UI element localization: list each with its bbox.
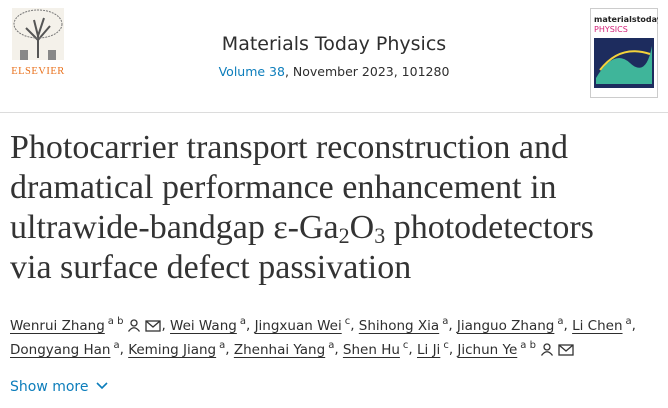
- author-name: Wenrui Zhang: [10, 317, 105, 334]
- author[interactable]: Jingxuan Wei c: [254, 316, 351, 334]
- title-line: ultrawide-bandgap ε-Ga2O3 photodetectors: [10, 208, 594, 248]
- author[interactable]: Zhenhai Yang a: [233, 340, 335, 358]
- author-icon[interactable]: [127, 318, 141, 332]
- author[interactable]: Jianguo Zhang a: [456, 316, 564, 334]
- affiliation: a b: [107, 316, 124, 327]
- author-name: Li Chen: [572, 317, 623, 334]
- affiliation: a: [113, 340, 120, 351]
- separator: ,: [563, 317, 568, 334]
- title-text: photodetectors: [385, 209, 594, 246]
- separator: ,: [161, 317, 166, 334]
- divider: [0, 112, 668, 113]
- title-text: ultrawide-bandgap ε-Ga: [10, 209, 339, 246]
- affiliation: a: [328, 340, 335, 351]
- chevron: [95, 382, 108, 390]
- title-line: Photocarrier transport reconstruction an…: [10, 129, 568, 166]
- author[interactable]: Jichun Ye a b: [457, 340, 574, 358]
- separator: ,: [119, 341, 124, 358]
- author-name: Jianguo Zhang: [456, 317, 555, 334]
- cover-brand: materialstoday: [594, 15, 658, 24]
- title-line: via surface defect passivation: [10, 249, 412, 286]
- author-name: Shihong Xia: [358, 317, 440, 334]
- issue-line: Volume 38, November 2023, 101280: [0, 64, 668, 79]
- issue-info: , November 2023, 101280: [284, 64, 450, 79]
- author[interactable]: Shihong Xia a: [358, 316, 449, 334]
- author-line: Dongyang Han a, Keming Jiang a, Zhenhai Ya…: [10, 340, 574, 358]
- affiliation: c: [402, 340, 409, 351]
- separator: ,: [350, 317, 355, 334]
- title-line: dramatical performance enhancement in: [10, 169, 557, 206]
- separator: ,: [408, 341, 413, 358]
- email-icon[interactable]: [145, 319, 162, 332]
- article-title: Photocarrier transport reconstruction an…: [10, 128, 594, 288]
- journal-name[interactable]: Materials Today Physics: [221, 33, 447, 55]
- separator: ,: [631, 317, 636, 334]
- author-name: Jichun Ye: [457, 341, 518, 358]
- separator: ,: [245, 317, 251, 334]
- affiliation: a: [219, 340, 226, 351]
- separator: ,: [448, 317, 453, 334]
- subscript: 3: [374, 223, 386, 248]
- affiliation: a b: [520, 340, 536, 351]
- author-icon[interactable]: [540, 342, 554, 356]
- author-name: Wei Wang: [170, 317, 237, 334]
- author[interactable]: Li Chen a: [572, 316, 632, 334]
- author-line: Wenrui Zhang a b, Wei Wang a, Jingxuan Wei…: [10, 316, 636, 334]
- show-more-text: Show more: [10, 379, 89, 395]
- email-icon[interactable]: [558, 343, 574, 356]
- publisher: ELSEVIER: [11, 66, 65, 77]
- affiliation: a: [557, 316, 564, 327]
- elsevier-logo: ELSEVIER: [11, 8, 65, 77]
- journal-cover[interactable]: materialstoday PHYSICS: [590, 8, 658, 98]
- affiliation: a: [442, 316, 449, 327]
- author[interactable]: Dongyang Han a: [10, 340, 120, 358]
- separator: ,: [225, 341, 230, 358]
- cover-subject: PHYSICS: [594, 25, 628, 34]
- show-more[interactable]: Show more: [10, 379, 109, 395]
- author[interactable]: Keming Jiang a: [128, 340, 226, 358]
- author[interactable]: Wei Wang a: [170, 316, 246, 334]
- separator: ,: [334, 341, 339, 358]
- author-name: Zhenhai Yang: [233, 341, 326, 358]
- title-text: O: [349, 209, 375, 246]
- author-name: Jingxuan Wei: [254, 317, 342, 334]
- author-name: Shen Hu: [342, 341, 400, 358]
- affiliation: a: [239, 316, 246, 327]
- author[interactable]: Wenrui Zhang a b: [10, 316, 162, 334]
- separator: ,: [448, 341, 454, 358]
- subscript: 2: [338, 223, 350, 248]
- author-name: Li Ji: [417, 341, 441, 358]
- affiliation: c: [344, 316, 351, 327]
- affiliation: a: [625, 316, 632, 327]
- author[interactable]: Li Ji c: [417, 340, 449, 358]
- author-name: Dongyang Han: [10, 341, 111, 358]
- author[interactable]: Shen Hu c: [342, 340, 409, 358]
- volume-link[interactable]: Volume 38: [218, 64, 285, 79]
- affiliation: c: [443, 340, 449, 351]
- author-name: Keming Jiang: [128, 341, 217, 358]
